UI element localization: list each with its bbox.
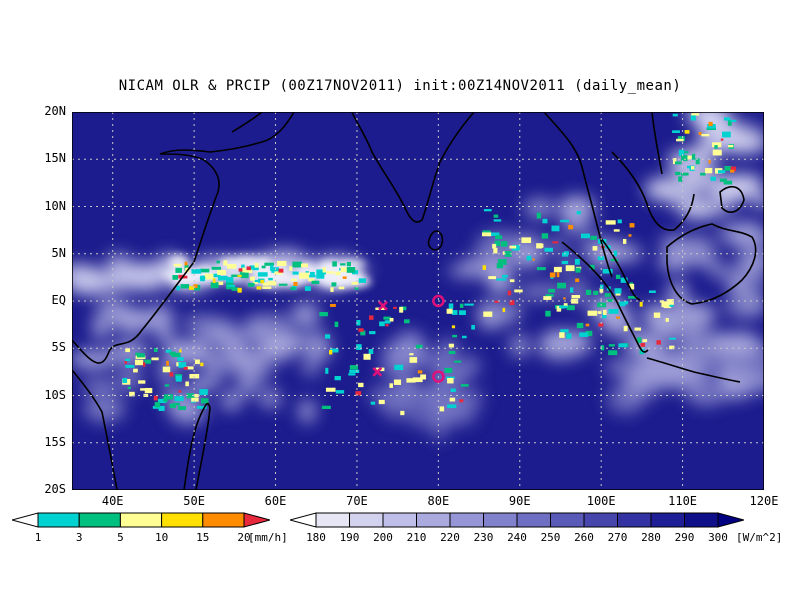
lat-tick-label: 5S xyxy=(51,340,66,355)
colorbar-swatch xyxy=(550,512,585,528)
colorbar-tick-label: 300 xyxy=(708,531,728,544)
colorbar-tick-label: 10 xyxy=(154,531,169,544)
colorbar-tick-label: 1 xyxy=(34,531,42,544)
lon-tick-label: 80E xyxy=(427,494,450,508)
colorbar-tick-label: 3 xyxy=(75,531,83,544)
colorbar-tick-label: 5 xyxy=(117,531,124,544)
colorbar-swatch xyxy=(684,512,719,528)
colorbar-swatch xyxy=(516,512,551,528)
colorbar-swatch xyxy=(617,512,652,528)
lat-tick-label: 20S xyxy=(44,482,66,496)
malay-coastline xyxy=(599,236,641,301)
cross-marker xyxy=(372,366,383,377)
colorbar-swatch xyxy=(416,512,451,528)
sumatra-coastline xyxy=(561,241,649,353)
colorbar-tick-label: 220 xyxy=(440,531,460,544)
lat-tick-label: 15S xyxy=(44,434,66,449)
colorbar-swatch xyxy=(202,512,245,528)
location-markers xyxy=(372,294,445,383)
colorbar-tick-label: 260 xyxy=(574,531,594,544)
colorbar-tick-label: 15 xyxy=(196,531,210,544)
olr-colorbar xyxy=(290,512,744,528)
colorbar-swatch xyxy=(449,512,484,528)
colorbar-tick-label: 240 xyxy=(507,531,527,544)
colorbar-high-arrow xyxy=(243,512,270,528)
cross-marker xyxy=(378,300,388,311)
colorbar-tick-label: 180 xyxy=(306,531,326,544)
bay-of-bengal-east-coastline xyxy=(543,112,613,278)
lat-tick-label: 10S xyxy=(44,387,66,402)
lon-tick-label: 120E xyxy=(749,494,779,508)
lon-tick-label: 50E xyxy=(183,494,205,508)
colorbar-swatch xyxy=(315,512,350,528)
colorbar-tick-label: 200 xyxy=(373,531,393,544)
colorbar-swatch xyxy=(650,512,685,528)
lon-tick-label: 90E xyxy=(508,494,531,508)
colorbar-swatch xyxy=(37,512,80,528)
srilanka-coastline xyxy=(427,230,444,251)
india-coastline xyxy=(351,112,475,223)
lat-tick-label: 20N xyxy=(44,104,66,118)
colorbar-tick-label: 230 xyxy=(473,531,494,544)
lon-tick-label: 100E xyxy=(586,494,616,508)
colorbar-swatch xyxy=(119,512,163,528)
colorbar-tick-label: 190 xyxy=(339,531,360,544)
borneo-coastline xyxy=(666,223,757,305)
colorbar-tick-label: 250 xyxy=(540,531,561,544)
lat-tick-label: 5N xyxy=(51,245,66,260)
colorbar-tick-label: 20 xyxy=(237,531,251,544)
indochina-coastline xyxy=(611,151,695,231)
africa-coastline xyxy=(72,153,220,364)
lon-tick-label: 40E xyxy=(101,494,124,508)
colorbar-tick-label: 210 xyxy=(406,531,427,544)
colorbar-swatch xyxy=(382,512,417,528)
java-coastline xyxy=(646,357,741,383)
colorbar-tick-label: 280 xyxy=(641,531,661,544)
taiwan-luzon-coastline xyxy=(651,112,663,175)
arabia-coastline xyxy=(159,112,295,155)
circle-marker xyxy=(432,294,445,308)
colorbar-swatch xyxy=(349,512,384,528)
circle-marker xyxy=(432,370,445,383)
gulf-coastline xyxy=(231,112,263,133)
olr-precip-map xyxy=(72,112,764,490)
precip-colorbar xyxy=(12,512,270,528)
lat-tick-label: EQ xyxy=(51,293,66,307)
colorbar-swatch xyxy=(483,512,518,528)
colorbar-swatch xyxy=(78,512,121,528)
lon-tick-label: 110E xyxy=(668,494,698,508)
lon-tick-label: 60E xyxy=(264,494,287,508)
colorbar-high-arrow xyxy=(717,512,744,528)
colorbar-tick-label: 270 xyxy=(607,531,628,544)
colorbar-swatch xyxy=(161,512,204,528)
lat-lon-grid xyxy=(72,112,764,490)
chart-title: NICAM OLR & PRCIP (00Z17NOV2011) init:00… xyxy=(118,78,682,94)
colorbar-swatch xyxy=(583,512,618,528)
philippines-coastline xyxy=(719,185,745,213)
lon-tick-label: 70E xyxy=(346,494,368,508)
olr-unit: [W/m^2] xyxy=(736,531,783,544)
lat-tick-label: 10N xyxy=(44,198,66,213)
coastlines xyxy=(72,112,757,490)
precip-unit: [mm/h] xyxy=(248,531,288,544)
colorbar-low-arrow xyxy=(12,512,39,528)
madagascar-coastline xyxy=(183,402,211,490)
colorbar-tick-label: 290 xyxy=(674,531,695,544)
lat-tick-label: 15N xyxy=(44,151,66,166)
colorbar-low-arrow xyxy=(290,512,317,528)
